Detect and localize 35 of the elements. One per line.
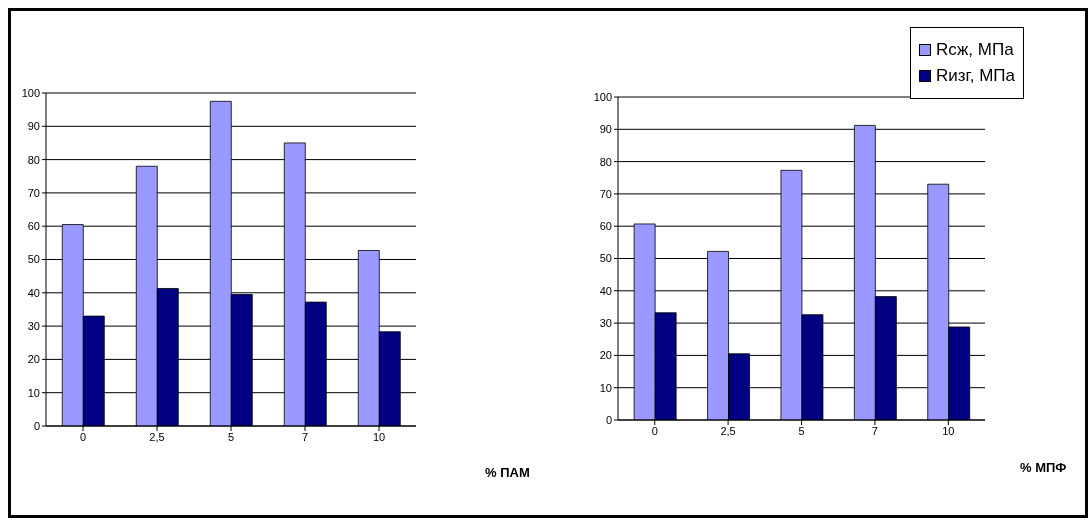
y-tick-label: 90	[27, 120, 40, 133]
y-tick-label: 60	[27, 220, 40, 233]
y-tick-label: 10	[27, 386, 40, 399]
y-tick-label: 20	[599, 349, 612, 362]
y-tick-label: 50	[27, 253, 40, 266]
x-tick-label: 2,5	[149, 430, 165, 443]
x-tick-label: 7	[301, 430, 309, 443]
y-tick-label: 10	[599, 381, 612, 394]
y-tick-label: 70	[27, 186, 40, 199]
x-tick-label: 0	[651, 424, 658, 437]
x-tick-label: 7	[871, 424, 878, 437]
x-tick-label: 2,5	[720, 424, 736, 437]
x-tick-label: 5	[798, 424, 805, 437]
x-axis-title: % МПФ	[1020, 460, 1067, 475]
legend-label: Rизг, МПа	[935, 66, 1015, 86]
x-tick-label: 5	[227, 430, 235, 443]
y-tick-label: 90	[599, 123, 612, 136]
x-tick-label: 10	[942, 424, 955, 437]
y-tick-label: 30	[27, 320, 40, 333]
y-tick-label: 0	[605, 413, 612, 426]
y-tick-label: 100	[21, 86, 40, 99]
y-tick-label: 20	[27, 353, 40, 366]
y-tick-label: 100	[593, 90, 612, 103]
x-tick-label: 10	[372, 430, 386, 443]
y-tick-label: 50	[599, 252, 612, 265]
y-tick-label: 80	[599, 155, 612, 168]
y-tick-label: 30	[599, 317, 612, 330]
y-tick-label: 80	[27, 153, 40, 166]
y-tick-label: 70	[599, 187, 612, 200]
x-axis-title: % ПАМ	[485, 465, 530, 480]
x-tick-label: 0	[79, 430, 87, 443]
y-tick-label: 40	[599, 284, 612, 297]
y-tick-label: 60	[599, 220, 612, 233]
y-tick-label: 40	[27, 286, 40, 299]
legend-label: Rсж, МПа	[935, 40, 1015, 60]
